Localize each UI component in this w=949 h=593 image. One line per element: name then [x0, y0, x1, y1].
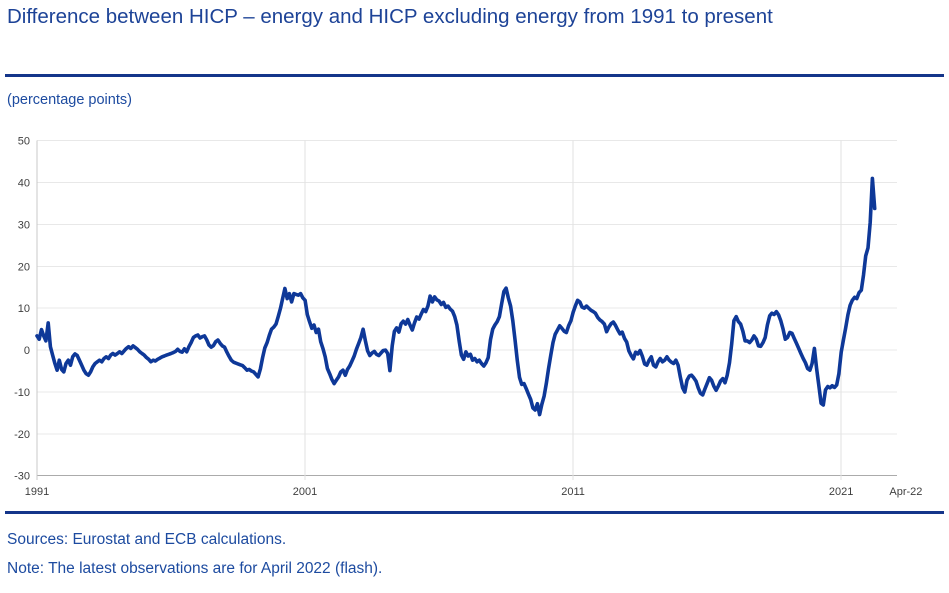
- observations-note: Note: The latest observations are for Ap…: [7, 560, 383, 577]
- footer-divider: [5, 511, 944, 514]
- svg-text:2011: 2011: [561, 486, 585, 498]
- axis-unit-label: (percentage points): [7, 92, 132, 108]
- svg-text:1991: 1991: [25, 486, 49, 498]
- svg-text:-20: -20: [14, 429, 30, 441]
- svg-text:20: 20: [18, 261, 30, 273]
- svg-text:0: 0: [24, 345, 30, 357]
- svg-text:30: 30: [18, 219, 30, 231]
- svg-text:Apr-22: Apr-22: [889, 486, 922, 498]
- data-line: [35, 176, 877, 417]
- svg-text:40: 40: [18, 178, 30, 190]
- svg-text:50: 50: [18, 136, 30, 148]
- title-divider: [5, 74, 944, 77]
- svg-text:2021: 2021: [829, 486, 853, 498]
- svg-text:2001: 2001: [293, 486, 317, 498]
- svg-text:-30: -30: [14, 471, 30, 483]
- y-gridlines: [37, 140, 897, 477]
- x-axis-labels: 1991 2001 2011 2021 Apr-22: [25, 486, 923, 498]
- y-axis-labels: 50 40 30 20 10 0 -10 -20 -30: [14, 136, 30, 483]
- svg-text:10: 10: [18, 303, 30, 315]
- sources-note: Sources: Eurostat and ECB calculations.: [7, 531, 287, 548]
- svg-text:-10: -10: [14, 387, 30, 399]
- page-title: Difference between HICP – energy and HIC…: [7, 5, 773, 28]
